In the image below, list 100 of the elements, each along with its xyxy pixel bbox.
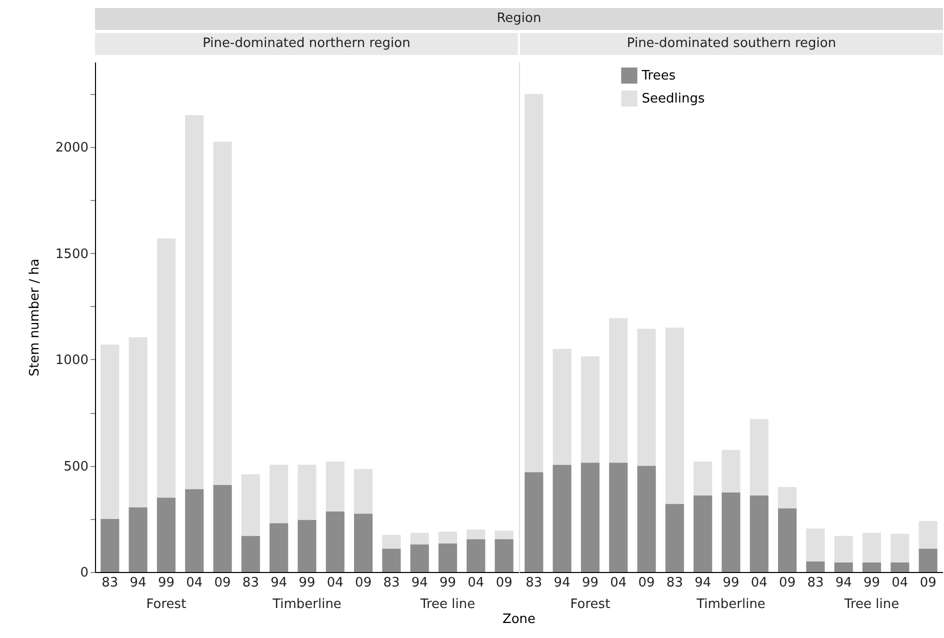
bar — [552, 464, 572, 572]
x-tick-label: 83 — [666, 576, 683, 590]
bar — [834, 536, 853, 562]
x-tick-label: 94 — [270, 576, 288, 590]
bar — [213, 484, 232, 572]
bar — [694, 496, 712, 572]
bar — [694, 462, 712, 496]
x-tick-label: 94 — [130, 576, 146, 590]
bar — [609, 462, 628, 572]
bar — [438, 543, 458, 572]
bar — [438, 532, 458, 544]
x-tick-label: 09 — [920, 576, 936, 590]
text: Forest — [570, 597, 610, 612]
bar — [580, 356, 600, 463]
bar — [552, 348, 572, 465]
bar — [326, 462, 344, 512]
bar — [354, 514, 373, 572]
bar — [185, 115, 204, 490]
bar — [918, 548, 938, 572]
bar — [156, 498, 176, 572]
x-tick-label: 04 — [610, 576, 627, 590]
bar — [722, 492, 740, 572]
text: Tree line — [843, 597, 900, 612]
bar — [580, 462, 600, 572]
bar — [637, 328, 656, 466]
bar — [862, 562, 882, 572]
bar — [834, 562, 853, 572]
x-tick-label: 04 — [750, 576, 768, 590]
x-tick-label: 83 — [526, 576, 542, 590]
bar — [750, 496, 768, 572]
bar — [382, 534, 401, 549]
x-tick-label: 09 — [214, 576, 231, 590]
legend-label: Seedlings — [642, 92, 705, 106]
bar — [410, 544, 429, 572]
x-tick-label: 99 — [439, 576, 456, 590]
x-tick-label: 94 — [835, 576, 852, 590]
bar — [806, 528, 825, 562]
bar — [241, 474, 260, 536]
bar — [494, 539, 514, 572]
bar — [185, 489, 204, 572]
bar — [241, 536, 260, 572]
text: Timberline — [272, 597, 342, 612]
bar — [382, 548, 401, 572]
bar — [494, 530, 514, 540]
bar — [270, 464, 288, 524]
y-axis-title: Stem number / ha — [27, 258, 42, 376]
x-tick-label: 04 — [468, 576, 484, 590]
text: Forest — [146, 597, 186, 612]
x-tick-label: 99 — [582, 576, 599, 590]
x-tick-label: 09 — [779, 576, 796, 590]
chart-subtitle: Pine-dominated northern region — [95, 33, 518, 55]
x-tick-label: 99 — [158, 576, 175, 590]
x-tick-label: 83 — [807, 576, 824, 590]
x-tick-label: 83 — [102, 576, 118, 590]
bar — [609, 318, 628, 463]
bar — [410, 532, 429, 544]
x-tick-label: 09 — [496, 576, 512, 590]
x-tick-label: 94 — [411, 576, 428, 590]
bar — [806, 561, 825, 572]
bar — [862, 532, 882, 562]
bar — [890, 534, 910, 562]
bar — [466, 530, 486, 540]
x-tick-label: 83 — [242, 576, 259, 590]
legend-label: Trees — [640, 68, 676, 84]
bar — [665, 328, 684, 504]
chart-subtitle: Pine-dominated southern region — [520, 33, 943, 55]
bar — [890, 562, 910, 572]
x-tick-label: 99 — [863, 576, 880, 590]
bar — [778, 487, 797, 508]
x-tick-label: 94 — [694, 576, 712, 590]
bar — [128, 337, 148, 508]
bar — [298, 520, 316, 572]
bar — [298, 464, 316, 520]
bar — [524, 94, 544, 472]
x-tick-label: 09 — [355, 576, 372, 590]
x-tick-label: 04 — [892, 576, 908, 590]
x-tick-label: 99 — [298, 576, 316, 590]
bar — [665, 504, 684, 572]
y-tick-label: 2000 — [55, 140, 88, 156]
bar — [466, 539, 486, 572]
bar — [524, 472, 544, 572]
y-tick-label: 1000 — [55, 353, 88, 368]
bar — [128, 507, 148, 572]
bar — [354, 468, 373, 514]
bar — [156, 238, 176, 498]
bar — [326, 511, 344, 572]
bar — [100, 518, 120, 572]
x-tick-label: 99 — [722, 576, 740, 590]
bar — [722, 450, 740, 492]
x-tick-label: 09 — [638, 576, 655, 590]
x-tick-label: 04 — [186, 576, 203, 590]
bar — [100, 344, 120, 519]
x-tick-label: 83 — [383, 576, 400, 590]
bar — [637, 466, 656, 572]
bar — [750, 419, 768, 496]
x-tick-label: 94 — [554, 576, 570, 590]
bar — [918, 521, 938, 549]
bar — [213, 142, 232, 485]
text: Timberline — [696, 597, 766, 612]
bar — [270, 523, 288, 572]
